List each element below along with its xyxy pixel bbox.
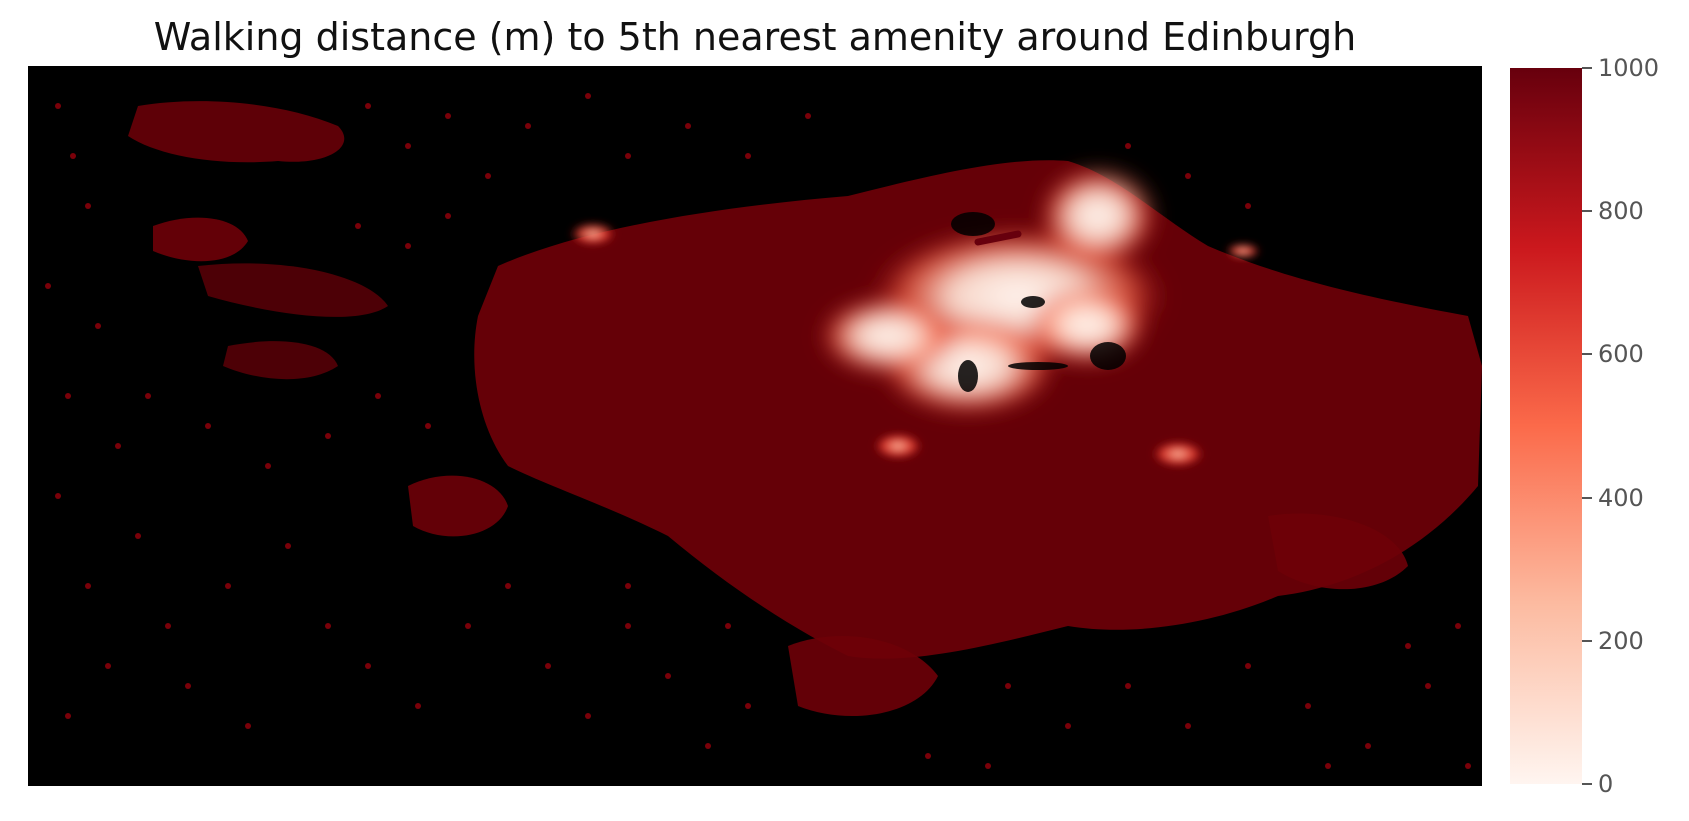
centre-north-hotspot (1038, 166, 1158, 266)
colorbar-tick-mark (1582, 783, 1592, 785)
minor-hotspot-layer (569, 222, 1261, 468)
colorbar-tick-label: 200 (1598, 626, 1644, 655)
west-suburb-mass (153, 217, 248, 262)
colorbar-tick-mark (1582, 67, 1592, 69)
centre-east-hotspot (1028, 286, 1148, 366)
colorbar (1510, 68, 1582, 784)
west-hotspot (569, 222, 617, 246)
south-hotspot (872, 432, 924, 460)
east-hotspot (1225, 243, 1261, 259)
colorbar-tick-mark (1582, 496, 1592, 499)
centre-west-hotspot (818, 296, 958, 376)
west-scatter-strip (198, 263, 388, 317)
south-east-mass (1268, 513, 1408, 590)
centre-street-segment (974, 230, 1022, 246)
colorbar-gradient (1510, 68, 1582, 784)
colorbar-tick-label: 600 (1598, 340, 1644, 369)
page-title: Walking distance (m) to 5th nearest amen… (153, 15, 1357, 59)
scatter-dots-layer (45, 93, 1471, 769)
urban-area-layer (128, 101, 1482, 716)
colorbar-tick-label: 800 (1598, 197, 1644, 226)
amenity-distance-map (28, 66, 1482, 786)
colorbar-tick-mark (1582, 210, 1592, 213)
centre-gaps-layer (951, 212, 1126, 392)
colorbar-tick-label: 0 (1598, 770, 1614, 798)
south-west-mass (408, 475, 508, 537)
colorbar-tick-mark (1582, 639, 1592, 642)
south-mass (788, 636, 938, 716)
west-urban-mass (128, 101, 345, 163)
south-east-hotspot (1150, 440, 1206, 468)
colorbar-tick-label: 400 (1598, 483, 1644, 512)
colorbar-tick-label: 1000 (1598, 54, 1660, 82)
colorbar-tick-mark (1582, 353, 1592, 356)
west-strip-2 (223, 341, 338, 380)
